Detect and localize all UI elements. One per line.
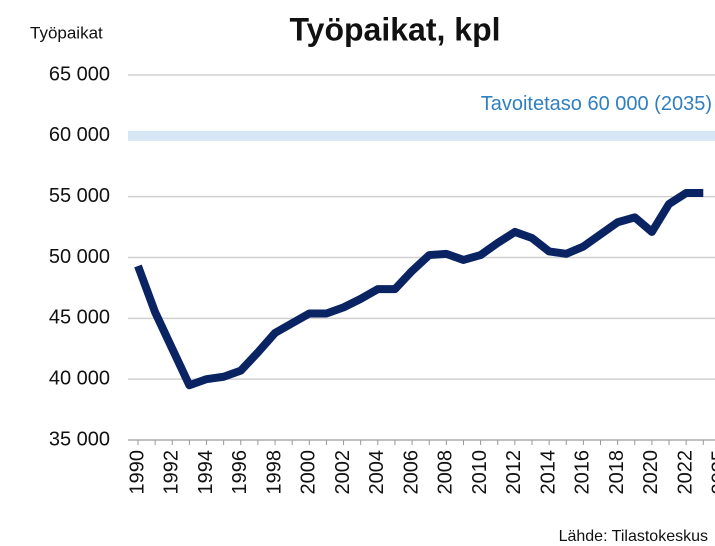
x-tick-label: 2014 xyxy=(537,450,559,495)
chart-title: Työpaikat, kpl xyxy=(289,11,500,47)
x-tick-label: 1998 xyxy=(263,450,285,495)
line xyxy=(134,189,704,390)
x-tick-label: 2006 xyxy=(400,450,422,495)
y-tick-label: 35 000 xyxy=(49,428,110,450)
y-tick-label: 45 000 xyxy=(49,307,110,329)
x-tick-label: 1994 xyxy=(195,450,217,495)
target-band xyxy=(128,130,715,141)
x-tick-label: 2035 xyxy=(709,450,715,495)
x-tick-label: 2008 xyxy=(435,450,457,495)
y-tick-label: 60 000 xyxy=(49,124,110,146)
y-tick-label: 65 000 xyxy=(49,63,110,85)
x-tick-label: 2000 xyxy=(298,450,320,495)
x-tick-label: 2016 xyxy=(572,450,594,495)
x-tick-label: 1990 xyxy=(126,450,148,495)
x-tick-label: 2018 xyxy=(606,450,628,495)
x-tick-label: 2002 xyxy=(332,450,354,495)
x-tick-label: 2010 xyxy=(469,450,491,495)
target-label: Tavoitetaso 60 000 (2035) xyxy=(481,93,712,115)
y-axis-label: Työpaikat xyxy=(30,23,103,42)
x-tick-label: 2022 xyxy=(674,450,696,495)
y-tick-label: 40 000 xyxy=(49,367,110,389)
y-tick-label: 55 000 xyxy=(49,185,110,207)
x-tick-label: 2004 xyxy=(366,450,388,495)
y-tick-label: 50 000 xyxy=(49,246,110,268)
x-tick-label: 2020 xyxy=(640,450,662,495)
source: Lähde: Tilastokeskus xyxy=(559,528,708,545)
x-tick-label: 1992 xyxy=(161,450,183,495)
x-tick-label: 2012 xyxy=(503,450,525,495)
x-tick-label: 1996 xyxy=(229,450,251,495)
